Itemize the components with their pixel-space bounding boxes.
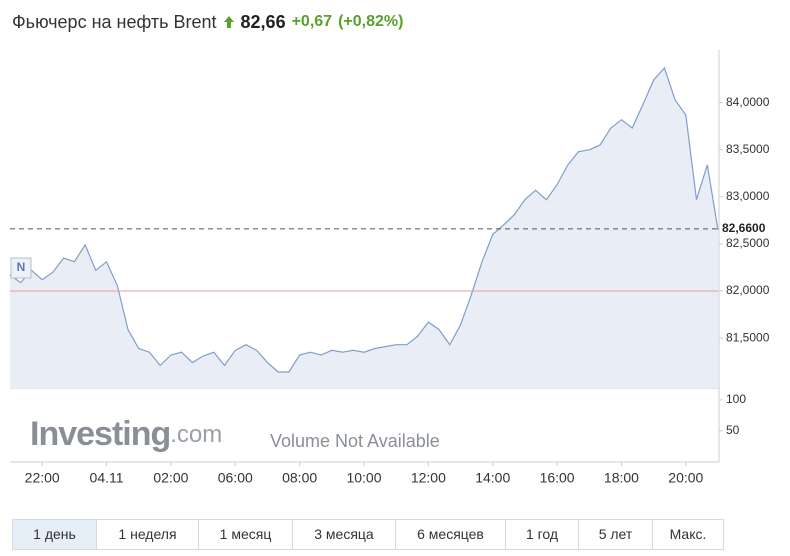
volume-tick-label: 100 — [726, 392, 746, 406]
last-value-label: 82,6600 — [722, 221, 766, 235]
range-tab[interactable]: 1 неделя — [97, 520, 199, 549]
y-tick-label: 82,0000 — [726, 283, 770, 297]
x-tick-label: 18:00 — [604, 470, 639, 486]
x-tick-label: 06:00 — [218, 470, 253, 486]
volume-tick-label: 50 — [726, 423, 740, 437]
last-value-box — [720, 219, 770, 238]
x-tick-label: 22:00 — [25, 470, 60, 486]
x-tick-label: 20:00 — [668, 470, 703, 486]
news-marker-label: N — [17, 260, 26, 274]
range-tab[interactable]: 6 месяцев — [396, 520, 506, 549]
y-tick-label: 82,5000 — [726, 236, 770, 250]
x-tick-label: 04.11 — [90, 470, 124, 486]
volume-note: Volume Not Available — [270, 431, 440, 451]
range-tab[interactable]: Макс. — [669, 526, 707, 542]
chart: 81,5000 82,0000 82,5000 83,0000 83,5000 84,00… — [9, 50, 770, 486]
y-tick-label: 84,0000 — [726, 95, 770, 109]
range-tab[interactable]: 1 день — [13, 520, 97, 549]
range-tab[interactable]: 5 лет — [579, 520, 653, 549]
y-tick-label: 81,5000 — [726, 330, 770, 344]
range-tab[interactable]: 1 месяц — [199, 520, 293, 549]
news-marker — [10, 257, 32, 279]
area — [10, 67, 718, 389]
up-arrow — [223, 16, 234, 28]
x-tick-label: 08:00 — [282, 470, 317, 486]
y-tick-label: 83,5000 — [726, 142, 770, 156]
x-tick-label: 10:00 — [346, 470, 381, 486]
x-tick-label: 14:00 — [475, 470, 510, 486]
range-tabs: 1 день 1 неделя 1 месяц 3 месяца 6 месяцев 1 … — [12, 519, 724, 550]
price: 82,66 — [240, 11, 286, 32]
logo-suffix: .com — [170, 421, 222, 448]
change-percent: (+0,82%) — [338, 13, 404, 30]
price-line — [9, 66, 719, 373]
y-tick-label: 83,0000 — [726, 189, 770, 203]
logo-name: Investing — [30, 415, 170, 453]
title: Фьючерс на нефть Brent — [12, 11, 217, 32]
range-tab[interactable]: 3 месяца — [293, 520, 396, 549]
x-tick-label: 02:00 — [153, 470, 188, 486]
change: +0,67 — [291, 13, 333, 30]
header: Фьючерс на нефть Brent 82,66 +0,67 (+0,8… — [12, 10, 403, 34]
x-tick-label: 16:00 — [540, 470, 575, 486]
x-tick-label: 12:00 — [411, 470, 446, 486]
range-tab[interactable]: 1 год — [506, 520, 579, 549]
logo: Investing.com — [30, 415, 222, 453]
